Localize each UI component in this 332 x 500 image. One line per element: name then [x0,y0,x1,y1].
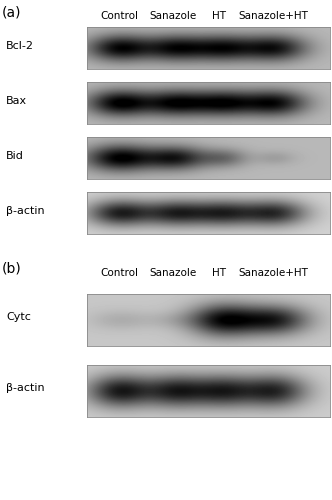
Text: β-actin: β-actin [6,384,45,394]
Text: (b): (b) [2,261,22,275]
Text: Sanazole+HT: Sanazole+HT [238,11,308,21]
Text: Sanazole: Sanazole [150,11,197,21]
Text: Control: Control [101,268,139,278]
Text: (a): (a) [2,5,22,19]
Text: Cytc: Cytc [6,312,31,322]
Text: Sanazole: Sanazole [150,268,197,278]
Text: HT: HT [212,268,226,278]
Text: Sanazole+HT: Sanazole+HT [238,268,308,278]
Text: Bcl-2: Bcl-2 [6,41,34,51]
Text: Control: Control [101,11,139,21]
Text: β-actin: β-actin [6,206,45,216]
Text: HT: HT [212,11,226,21]
Text: Bid: Bid [6,151,24,161]
Text: Bax: Bax [6,96,27,106]
